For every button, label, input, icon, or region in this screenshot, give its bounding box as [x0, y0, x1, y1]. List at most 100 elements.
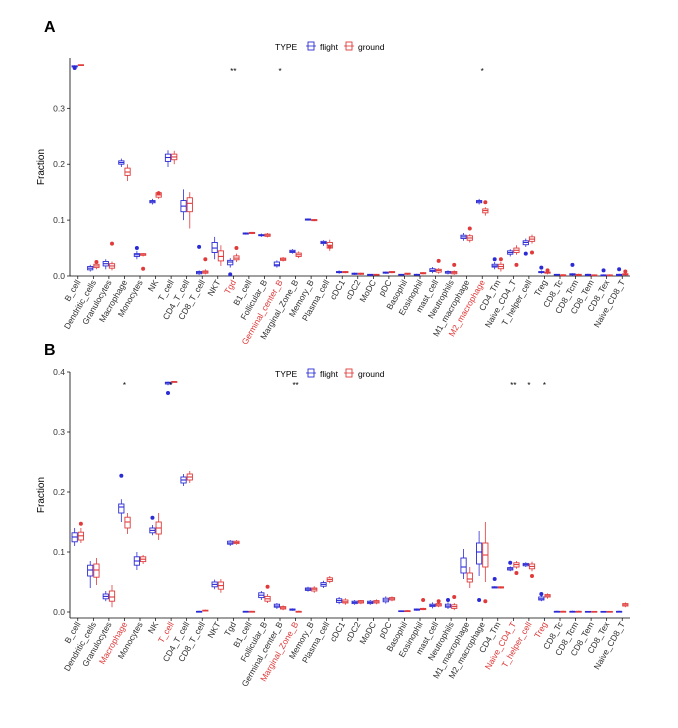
p1-box-flight	[289, 608, 296, 611]
p1-box-flight	[336, 597, 343, 605]
p1-box-ground	[295, 610, 302, 613]
p0-box-flight	[336, 270, 343, 274]
p1-box-flight	[367, 600, 374, 605]
p0-box-ground	[451, 270, 458, 275]
p0-outlier-flight	[228, 272, 233, 277]
p1-box-ground	[451, 603, 458, 611]
p1-box-ground	[388, 596, 396, 602]
p0-box-ground	[404, 272, 411, 275]
p0-box-ground	[295, 251, 302, 259]
p0-box-flight	[242, 232, 249, 235]
p0-box-ground	[497, 262, 504, 272]
p0-outlier-ground	[514, 262, 519, 267]
p0-box-flight	[351, 272, 358, 275]
p1-outlier-flight	[477, 598, 482, 602]
p0-outlier-flight	[523, 251, 528, 256]
p0-box-flight	[118, 158, 125, 167]
p1-box-flight	[600, 610, 607, 613]
p0-box-ground	[466, 234, 473, 243]
p1-box-flight	[149, 525, 156, 536]
p0-y-tick-label: 0.1	[53, 215, 65, 225]
p1-box-ground	[560, 610, 567, 613]
panel-a-legend-ground: ground	[358, 42, 385, 52]
p1-box-flight	[553, 610, 560, 613]
p0-box-ground	[108, 261, 116, 271]
p0-box-ground	[77, 64, 84, 66]
p1-box-flight	[87, 561, 94, 588]
p0-y-axis-title: Fraction	[36, 149, 47, 185]
p1-box-ground	[186, 471, 193, 483]
p0-box-ground	[373, 273, 380, 276]
p1-outlier-flight	[508, 560, 513, 565]
p0-outlier-ground	[94, 260, 99, 265]
panel-a-legend-title: TYPE	[275, 42, 298, 52]
p0-box-flight	[398, 273, 405, 276]
panel-b-legend-key-ground	[343, 367, 355, 379]
p0-box-flight	[289, 249, 296, 254]
p1-box-ground	[497, 586, 504, 589]
p1-box-ground	[233, 540, 240, 545]
p0-box-ground	[311, 218, 318, 222]
p1-significance-label: **	[292, 381, 298, 390]
p0-box-flight	[460, 232, 467, 241]
p0-y-tick-label: 0.2	[53, 159, 65, 169]
panel-a-legend-flight: flight	[320, 42, 339, 52]
panel-a-label: A	[44, 19, 56, 36]
p1-box-ground	[93, 558, 100, 585]
p1-box-ground	[575, 610, 582, 613]
p0-box-flight	[553, 273, 560, 276]
p1-box-flight	[460, 549, 467, 579]
p1-box-flight	[444, 602, 452, 609]
p0-box-ground	[560, 274, 567, 277]
p1-box-flight	[304, 586, 312, 592]
p0-outlier-ground	[545, 268, 550, 273]
p1-box-flight	[258, 591, 265, 600]
p1-y-tick-label: 0.0	[53, 607, 65, 617]
p1-box-ground	[513, 561, 520, 569]
p0-box-flight	[491, 262, 498, 270]
p0-outlier-ground	[327, 244, 332, 249]
p0-box-ground	[420, 272, 427, 275]
p0-box-flight	[444, 270, 452, 275]
p0-box-flight	[538, 270, 545, 274]
p0-outlier-ground	[483, 200, 488, 205]
p0-box-flight	[569, 273, 576, 276]
p1-box-flight	[320, 580, 327, 588]
p1-box-ground	[466, 567, 473, 588]
p1-box-ground	[248, 610, 256, 613]
p1-box-flight	[398, 610, 405, 613]
p1-box-flight	[429, 602, 436, 609]
p1-box-ground	[202, 609, 209, 612]
p0-outlier-flight	[72, 66, 77, 71]
p0-box-flight	[413, 273, 420, 276]
p1-box-flight	[569, 610, 576, 613]
p0-significance-label: **	[230, 67, 236, 76]
panel-b-legend-flight: flight	[320, 369, 339, 379]
p1-outlier-ground	[514, 571, 519, 575]
p1-significance-label: *	[123, 381, 126, 390]
p0-box-ground	[528, 234, 536, 244]
panel-b: B TYPE flight ground 0.0 0.1 0.2 0.3 0.4 Frac…	[36, 342, 630, 688]
p0-box-flight	[211, 236, 218, 260]
p0-box-ground	[342, 270, 349, 274]
p1-box-ground	[357, 600, 364, 605]
panel-a-legend-key-ground	[343, 40, 355, 52]
p0-box-flight	[584, 273, 592, 276]
p1-box-flight	[118, 499, 125, 522]
p0-outlier-flight	[617, 267, 622, 272]
p0-box-ground	[606, 274, 613, 277]
p1-box-ground	[140, 555, 147, 564]
p1-y-tick-label: 0.4	[53, 367, 65, 377]
p0-box-flight	[87, 264, 94, 272]
p0-box-flight	[164, 150, 172, 167]
p0-box-flight	[149, 198, 156, 205]
p0-box-ground	[622, 273, 629, 276]
p1-significance-label: *	[527, 381, 530, 390]
p0-box-flight	[616, 273, 623, 276]
p1-box-ground	[280, 605, 287, 611]
p1-box-flight	[71, 528, 78, 546]
p0-box-flight	[258, 233, 265, 237]
p1-box-ground	[326, 576, 333, 584]
p1-outlier-ground	[421, 598, 426, 602]
